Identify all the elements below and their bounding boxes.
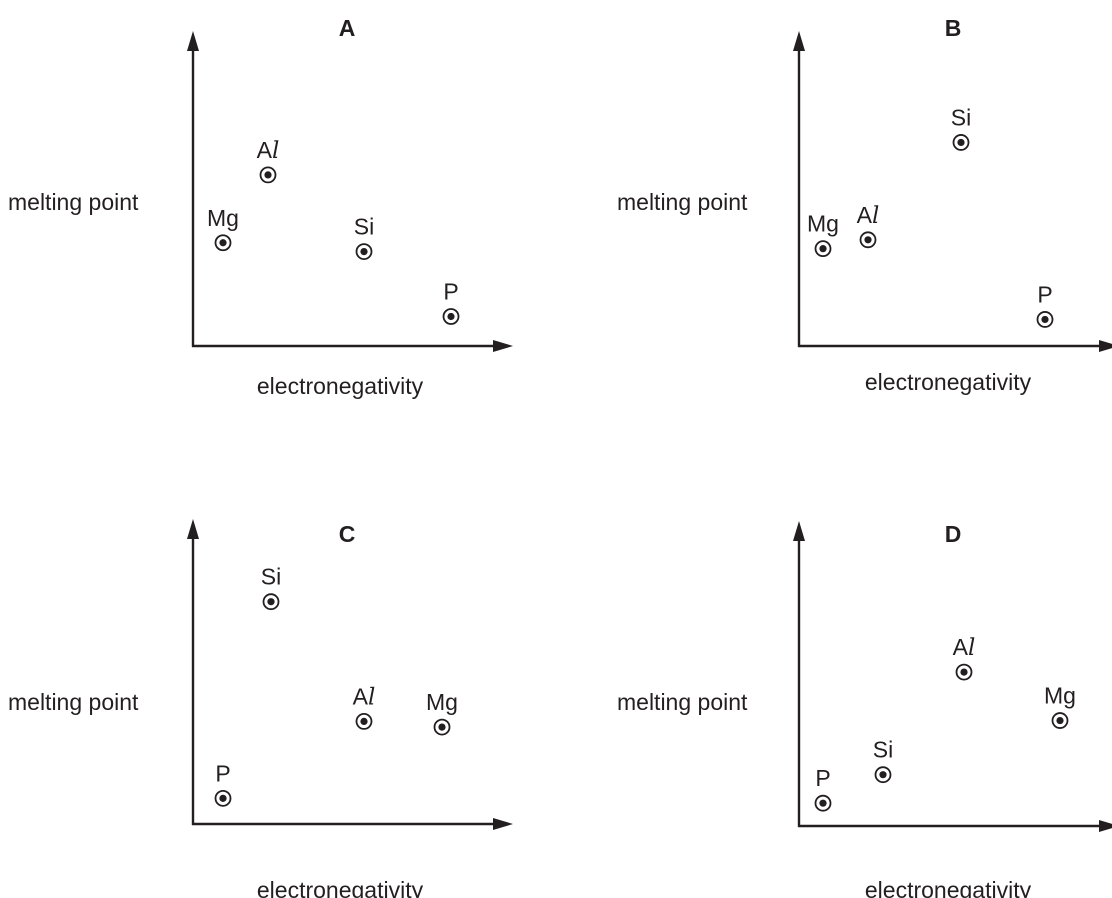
point-label-si: Si bbox=[873, 737, 893, 763]
data-point-p: P bbox=[214, 760, 232, 807]
x-axis-label: electronegativity bbox=[257, 373, 424, 399]
point-marker-dot bbox=[264, 171, 272, 179]
data-point-mg: Mg bbox=[1044, 683, 1076, 729]
point-label-al: Al bbox=[257, 137, 280, 164]
x-axis-label: electronegativity bbox=[865, 369, 1032, 395]
chart-title: B bbox=[945, 15, 962, 41]
point-marker-dot bbox=[219, 794, 227, 802]
data-point-al: Al bbox=[857, 202, 880, 249]
chart-title: A bbox=[339, 15, 356, 41]
point-label-p: P bbox=[215, 760, 230, 786]
point-marker-dot bbox=[960, 668, 968, 676]
y-axis-label: melting point bbox=[617, 189, 748, 215]
x-axis-arrow bbox=[1099, 820, 1112, 832]
point-label-al: Al bbox=[353, 683, 376, 710]
x-axis-arrow bbox=[493, 340, 513, 352]
data-point-al: Al bbox=[953, 634, 976, 681]
data-point-mg: Mg bbox=[807, 211, 839, 258]
data-point-al: Al bbox=[353, 683, 376, 730]
point-label-si: Si bbox=[354, 214, 374, 240]
point-label-mg: Mg bbox=[807, 211, 839, 237]
point-marker-dot bbox=[957, 138, 965, 147]
data-point-p: P bbox=[814, 765, 832, 812]
x-axis-label: electronegativity bbox=[257, 877, 424, 898]
point-marker-dot bbox=[864, 236, 872, 244]
data-point-si: Si bbox=[951, 104, 971, 151]
point-label-p: P bbox=[443, 279, 458, 305]
y-axis-label: melting point bbox=[8, 689, 139, 715]
point-marker-dot bbox=[360, 248, 368, 256]
y-axis-arrow bbox=[187, 519, 199, 539]
data-point-p: P bbox=[442, 279, 460, 325]
data-point-si: Si bbox=[873, 737, 893, 784]
y-axis-arrow bbox=[187, 31, 199, 51]
point-marker-dot bbox=[819, 245, 827, 253]
point-marker-dot bbox=[438, 723, 446, 731]
point-label-al: Al bbox=[953, 634, 976, 661]
point-label-p: P bbox=[1037, 281, 1052, 307]
x-axis-arrow bbox=[1099, 340, 1112, 352]
chart-title: C bbox=[339, 521, 356, 547]
x-axis-label: electronegativity bbox=[865, 877, 1032, 898]
data-point-si: Si bbox=[261, 564, 281, 611]
data-point-si: Si bbox=[354, 214, 374, 261]
chart-title: D bbox=[945, 521, 962, 547]
point-marker-dot bbox=[1056, 716, 1064, 725]
point-marker-dot bbox=[1041, 315, 1049, 324]
point-label-mg: Mg bbox=[426, 689, 458, 715]
point-marker-dot bbox=[360, 717, 368, 726]
data-point-mg: Mg bbox=[207, 205, 239, 252]
point-marker-dot bbox=[219, 239, 227, 247]
data-point-mg: Mg bbox=[426, 689, 458, 736]
data-point-al: Al bbox=[257, 137, 280, 184]
point-label-si: Si bbox=[951, 104, 971, 130]
point-label-mg: Mg bbox=[1044, 683, 1076, 709]
point-label-p: P bbox=[815, 765, 830, 791]
point-marker-dot bbox=[447, 312, 455, 321]
y-axis-arrow bbox=[793, 521, 805, 541]
point-marker-dot bbox=[879, 771, 887, 779]
point-label-si: Si bbox=[261, 564, 281, 590]
point-label-mg: Mg bbox=[207, 205, 239, 231]
y-axis-arrow bbox=[793, 31, 805, 51]
point-marker-dot bbox=[819, 799, 827, 807]
point-label-al: Al bbox=[857, 202, 880, 229]
x-axis-arrow bbox=[493, 818, 513, 830]
y-axis-label: melting point bbox=[8, 189, 139, 215]
point-marker-dot bbox=[267, 598, 275, 606]
y-axis-label: melting point bbox=[617, 689, 748, 715]
data-point-p: P bbox=[1036, 281, 1054, 328]
